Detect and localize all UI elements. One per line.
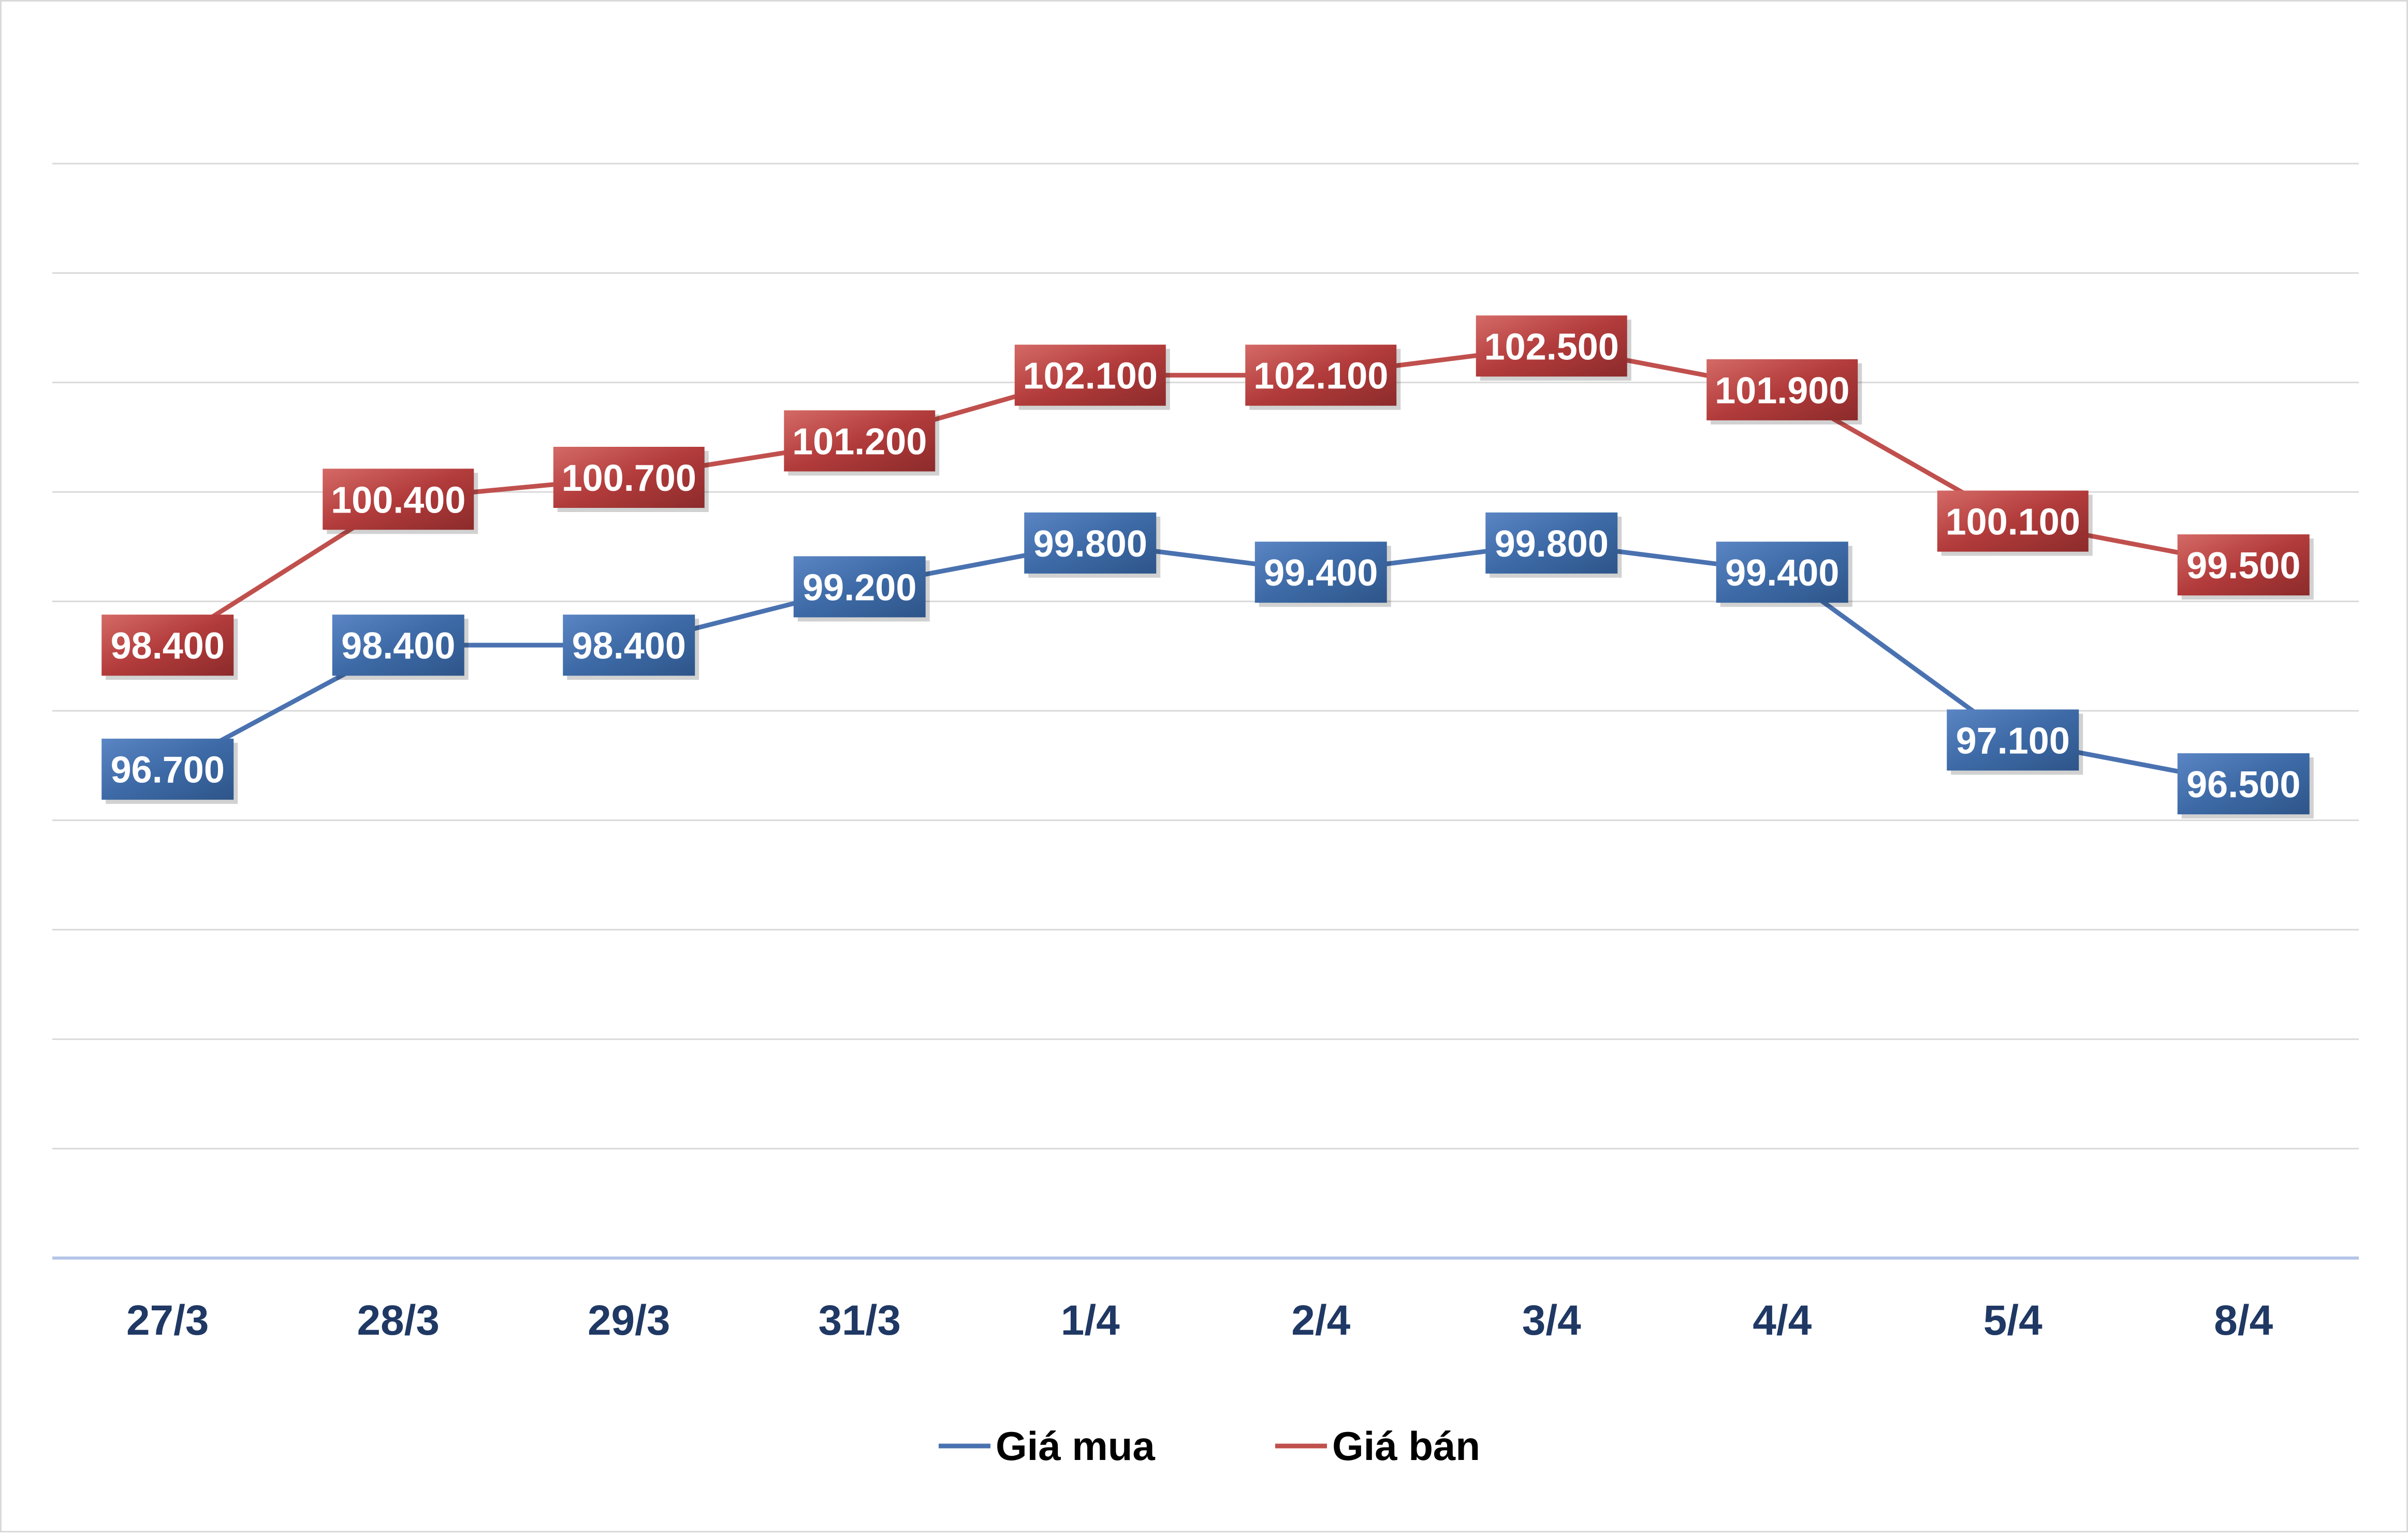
- data-label-text: 100.100: [1946, 502, 2080, 543]
- x-tick-label: 4/4: [1753, 1297, 1812, 1344]
- data-label: 102.500: [1476, 315, 1631, 381]
- x-tick-label: 5/4: [1983, 1297, 2042, 1344]
- legend: Giá mua Giá bán: [939, 1423, 1480, 1469]
- data-label-text: 101.200: [792, 421, 927, 463]
- data-label-text: 102.100: [1253, 356, 1388, 397]
- data-label-text: 98.400: [111, 625, 225, 667]
- series-line-0: [165, 540, 2246, 786]
- series-line-1: [165, 343, 2246, 648]
- data-label-box: [2177, 753, 2310, 814]
- data-label-box: [2177, 534, 2310, 596]
- data-label: 98.400: [332, 615, 469, 680]
- data-label-box: [1716, 542, 1848, 603]
- legend-item-1: Giá bán: [1275, 1423, 1480, 1469]
- data-label: 98.400: [563, 615, 699, 680]
- data-label-text: 99.400: [1725, 552, 1839, 594]
- data-label-box: [1706, 359, 1858, 420]
- data-label-box: [1245, 344, 1397, 406]
- data-label: 102.100: [1014, 344, 1170, 410]
- data-label-text: 100.700: [562, 458, 696, 499]
- data-label-text: 98.400: [572, 625, 686, 667]
- data-label-box: [1485, 512, 1618, 574]
- data-labels: 96.700 98.400 98.400 99.200 99.800 99.400 99.8…: [101, 315, 2314, 819]
- data-label: 96.500: [2177, 753, 2314, 819]
- data-label-box: [1476, 315, 1627, 377]
- data-label: 99.200: [793, 556, 930, 622]
- data-label: 99.800: [1024, 512, 1161, 578]
- data-label-box: [563, 615, 695, 676]
- data-label-text: 99.800: [1495, 523, 1609, 565]
- legend-item-0: Giá mua: [939, 1423, 1155, 1469]
- data-label-text: 99.800: [1033, 523, 1147, 565]
- data-label: 100.700: [553, 447, 709, 513]
- data-label-box: [332, 615, 464, 676]
- data-label-box: [323, 469, 474, 530]
- data-label: 99.400: [1254, 542, 1391, 607]
- x-tick-label: 31/3: [818, 1297, 901, 1344]
- data-label-text: 98.400: [341, 625, 455, 667]
- data-label: 100.400: [323, 469, 478, 534]
- data-label: 102.100: [1245, 344, 1401, 410]
- data-label-text: 96.500: [2186, 764, 2300, 806]
- data-label-text: 97.100: [1956, 720, 2070, 762]
- data-label-box: [553, 447, 705, 508]
- data-label: 101.200: [784, 410, 940, 476]
- data-label-box: [101, 615, 234, 676]
- x-tick-label: 8/4: [2214, 1297, 2273, 1344]
- legend-label: Giá bán: [1332, 1423, 1480, 1469]
- data-label: 99.800: [1485, 512, 1622, 578]
- data-label-box: [1254, 542, 1387, 603]
- series-lines: [165, 343, 2246, 786]
- data-label: 100.100: [1937, 490, 2093, 556]
- x-axis: 27/3 28/3 29/3 31/3 1/4 2/4 3/4 4/4 5/4 8/4: [52, 1257, 2359, 1344]
- data-label-text: 99.500: [2186, 545, 2300, 587]
- x-tick-label: 28/3: [357, 1297, 440, 1344]
- data-label-box: [793, 556, 926, 618]
- data-label-text: 99.400: [1264, 552, 1378, 594]
- data-label-text: 101.900: [1715, 370, 1849, 412]
- data-label-text: 96.700: [111, 750, 225, 791]
- data-label-text: 102.500: [1484, 326, 1619, 368]
- x-tick-label: 27/3: [126, 1297, 209, 1344]
- data-label-box: [784, 410, 936, 472]
- x-tick-label: 3/4: [1522, 1297, 1581, 1344]
- data-label: 99.500: [2177, 534, 2314, 600]
- data-label-text: 102.100: [1023, 356, 1158, 397]
- data-label-text: 100.400: [331, 479, 465, 521]
- data-label: 98.400: [101, 615, 238, 680]
- data-label: 97.100: [1947, 709, 2083, 775]
- data-label: 101.900: [1706, 359, 1862, 425]
- data-label-box: [101, 738, 234, 800]
- x-tick-label: 1/4: [1061, 1297, 1120, 1344]
- data-label-box: [1014, 344, 1166, 406]
- data-label: 96.700: [101, 738, 238, 804]
- x-tick-label: 2/4: [1291, 1297, 1350, 1344]
- data-label-box: [1947, 709, 2079, 771]
- data-label: 99.400: [1716, 542, 1852, 607]
- x-tick-label: 29/3: [588, 1297, 670, 1344]
- data-label-text: 99.200: [802, 567, 916, 608]
- data-label-box: [1937, 490, 2089, 552]
- data-label-box: [1024, 512, 1157, 574]
- legend-label: Giá mua: [996, 1423, 1155, 1469]
